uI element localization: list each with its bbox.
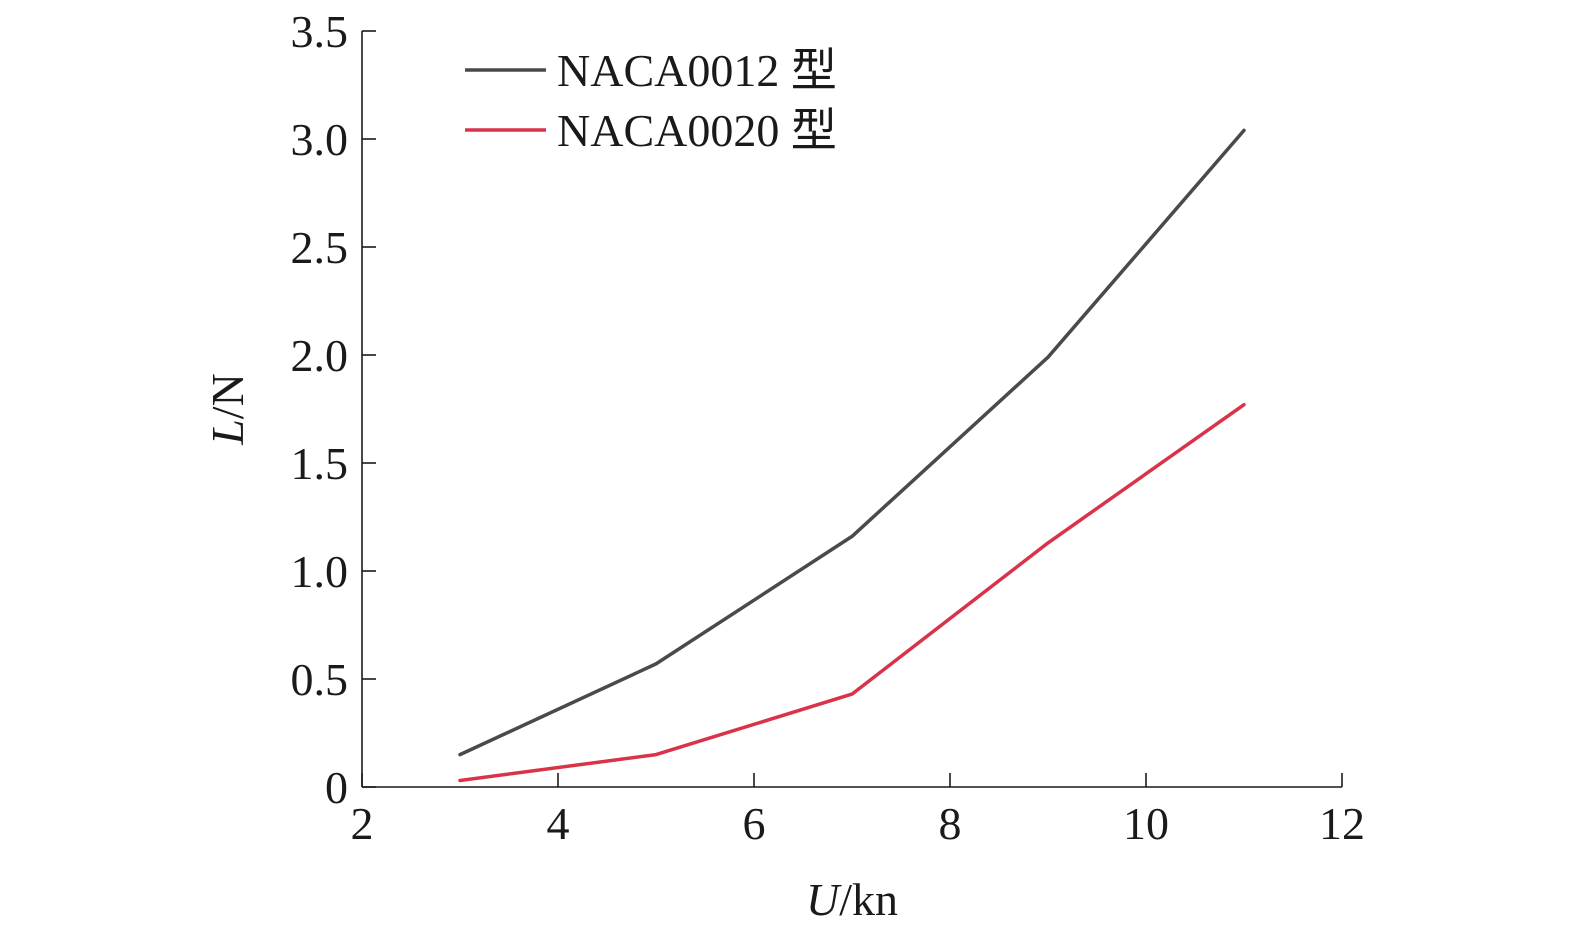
x-tick-label: 12 [1319, 798, 1365, 849]
y-tick-label: 1.5 [291, 438, 349, 489]
data-point [850, 534, 854, 538]
x-tick-label: 10 [1123, 798, 1169, 849]
y-tick-label: 0 [325, 762, 348, 813]
x-tick-label: 8 [939, 798, 962, 849]
data-point [458, 779, 462, 783]
legend-label: NACA0020 型 [557, 105, 837, 156]
x-tick-label: 6 [743, 798, 766, 849]
y-axis-title-unit: /N [202, 373, 253, 419]
series-line-2 [458, 402, 1246, 783]
y-tick-label: 0.5 [291, 654, 349, 705]
y-tick-label: 2.5 [291, 222, 349, 273]
y-tick-label: 3.5 [291, 6, 349, 57]
data-point [1046, 541, 1050, 545]
x-axis-title: U/kn [806, 874, 898, 925]
x-axis-title-unit: /kn [839, 874, 898, 925]
y-tick-label: 1.0 [291, 546, 349, 597]
series-layer [458, 128, 1246, 783]
y-tick-label: 3.0 [291, 114, 349, 165]
data-point [1242, 403, 1246, 407]
legend-label: NACA0012 型 [557, 45, 837, 96]
data-point [850, 692, 854, 696]
y-axis-title-symbol: L [202, 419, 253, 446]
y-ticks: 0 0.5 1.0 1.5 2.0 2.5 3.0 3.5 [291, 6, 376, 813]
y-tick-label: 2.0 [291, 330, 349, 381]
x-axis-title-symbol: U [806, 874, 842, 925]
y-axis-title: L/N [202, 373, 253, 446]
series-line-1 [458, 128, 1246, 757]
data-point [458, 753, 462, 757]
x-ticks: 2 4 6 8 10 12 [351, 773, 1365, 849]
data-point [654, 662, 658, 666]
data-point [1046, 355, 1050, 359]
data-point [654, 753, 658, 757]
axes [361, 31, 1342, 788]
legend: NACA0012 型 NACA0020 型 [465, 45, 837, 156]
x-tick-label: 2 [351, 798, 374, 849]
data-point [1242, 128, 1246, 132]
x-tick-label: 4 [547, 798, 570, 849]
